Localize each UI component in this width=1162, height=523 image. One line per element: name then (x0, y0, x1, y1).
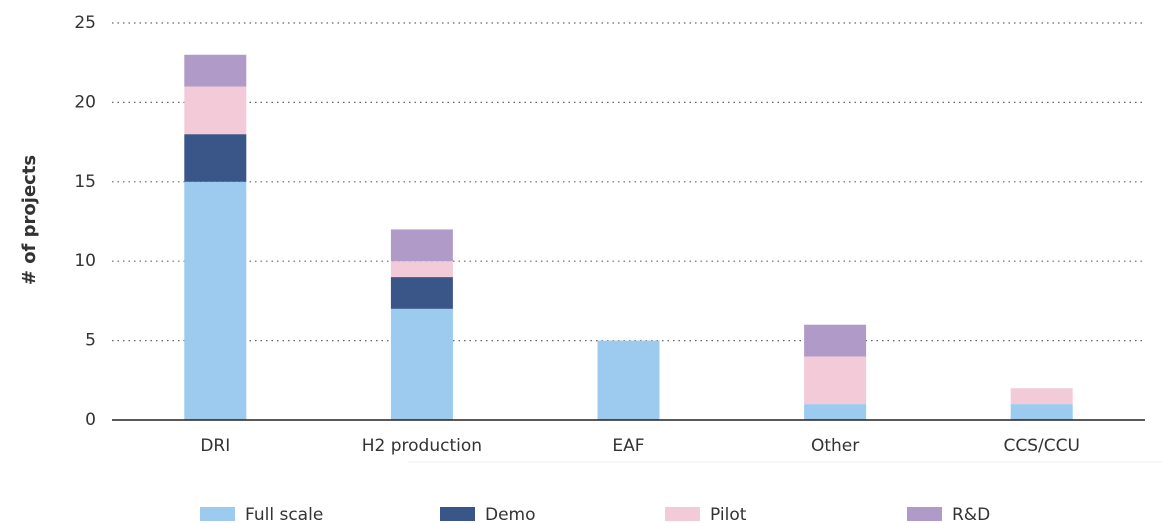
bar-segment (390, 308, 453, 420)
legend-label: Full scale (245, 505, 323, 523)
bar-segment (390, 261, 453, 278)
bar-segment (1010, 404, 1073, 420)
bar-segment (184, 54, 247, 87)
legend-label: R&D (952, 505, 990, 523)
y-tick-label: 25 (74, 13, 96, 33)
legend-swatch (200, 507, 235, 521)
bar-segment (597, 340, 660, 420)
y-tick-label: 0 (85, 410, 96, 430)
bar-segment (184, 86, 247, 135)
x-tick-label: CCS/CCU (1003, 436, 1079, 456)
x-tick-label: DRI (200, 436, 230, 456)
bar-segment (804, 404, 867, 420)
y-tick-label: 20 (74, 92, 96, 112)
y-axis-label: # of projects (19, 155, 40, 285)
y-tick-label: 15 (74, 172, 96, 192)
bar-segment (390, 277, 453, 309)
x-tick-label: EAF (612, 436, 644, 456)
y-tick-label: 10 (74, 251, 96, 271)
bar-segment (184, 134, 247, 182)
y-tick-label: 5 (85, 331, 96, 351)
bar-segment (390, 229, 453, 262)
legend-swatch (440, 507, 475, 521)
bar-segment (1010, 388, 1073, 405)
legend-swatch (665, 507, 700, 521)
bar-segment (804, 324, 867, 357)
legend-label: Pilot (710, 505, 747, 523)
x-tick-label: Other (811, 436, 859, 456)
legend-swatch (907, 507, 942, 521)
bar-segment (804, 356, 867, 405)
bar-segment (184, 181, 247, 420)
x-tick-label: H2 production (362, 436, 482, 456)
legend-label: Demo (485, 505, 536, 523)
